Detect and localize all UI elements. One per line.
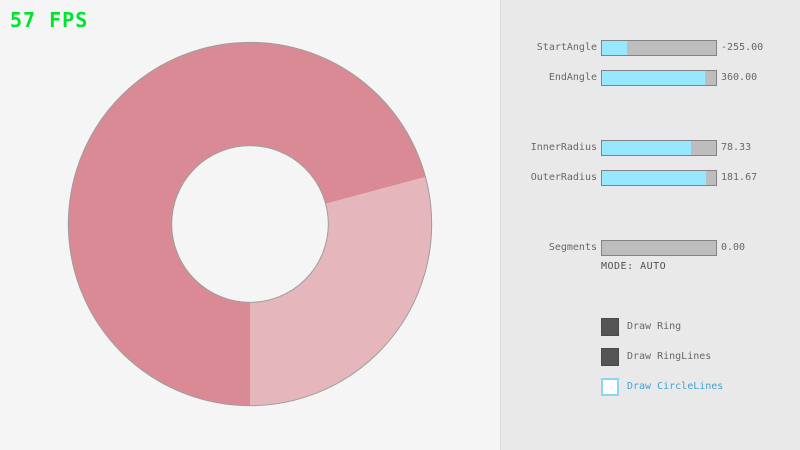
checkbox-row-draw-ring-lines: Draw RingLines <box>501 348 800 366</box>
segments-label: Segments <box>548 242 597 253</box>
checkbox-row-draw-ring: Draw Ring <box>501 318 800 336</box>
outer-radius-label: OuterRadius <box>530 172 597 183</box>
ring-sector-dark <box>68 42 426 406</box>
draw-ring-checkbox[interactable] <box>601 318 619 336</box>
slider-row-inner-radius: InnerRadius 78.33 <box>501 140 800 156</box>
draw-ring-lines-label: Draw RingLines <box>627 351 712 362</box>
checkbox-row-draw-circle-lines: Draw CircleLines <box>501 378 800 396</box>
outer-radius-slider-fill <box>602 171 706 185</box>
draw-circle-lines-label: Draw CircleLines <box>627 381 724 392</box>
fps-counter: 57 FPS <box>10 8 89 32</box>
outer-radius-value: 181.67 <box>721 172 758 183</box>
end-angle-slider-fill <box>602 71 705 85</box>
inner-radius-slider-fill <box>602 141 692 155</box>
inner-circle-line <box>171 145 329 303</box>
inner-radius-label: InnerRadius <box>530 142 597 153</box>
start-angle-slider-fill <box>602 41 627 55</box>
end-angle-value: 360.00 <box>721 72 758 83</box>
start-angle-label: StartAngle <box>536 42 597 53</box>
outer-circle-line <box>67 41 433 407</box>
draw-circle-lines-checkbox[interactable] <box>601 378 619 396</box>
inner-radius-slider[interactable] <box>601 140 717 156</box>
control-panel: StartAngle -255.00 EndAngle 360.00 Inner… <box>500 0 800 450</box>
start-angle-value: -255.00 <box>721 42 764 53</box>
slider-row-start-angle: StartAngle -255.00 <box>501 40 800 56</box>
start-angle-slider[interactable] <box>601 40 717 56</box>
ring-sector-light <box>250 176 432 406</box>
segments-mode-text: MODE: AUTO <box>601 261 667 272</box>
slider-row-segments: Segments 0.00 <box>501 240 800 256</box>
slider-row-outer-radius: OuterRadius 181.67 <box>501 170 800 186</box>
outer-radius-slider[interactable] <box>601 170 717 186</box>
end-angle-label: EndAngle <box>548 72 597 83</box>
slider-row-end-angle: EndAngle 360.00 <box>501 70 800 86</box>
end-angle-slider[interactable] <box>601 70 717 86</box>
segments-value: 0.00 <box>721 242 746 253</box>
draw-ring-label: Draw Ring <box>627 321 682 332</box>
ring-canvas <box>67 41 433 407</box>
segments-slider[interactable] <box>601 240 717 256</box>
draw-ring-lines-checkbox[interactable] <box>601 348 619 366</box>
inner-radius-value: 78.33 <box>721 142 752 153</box>
